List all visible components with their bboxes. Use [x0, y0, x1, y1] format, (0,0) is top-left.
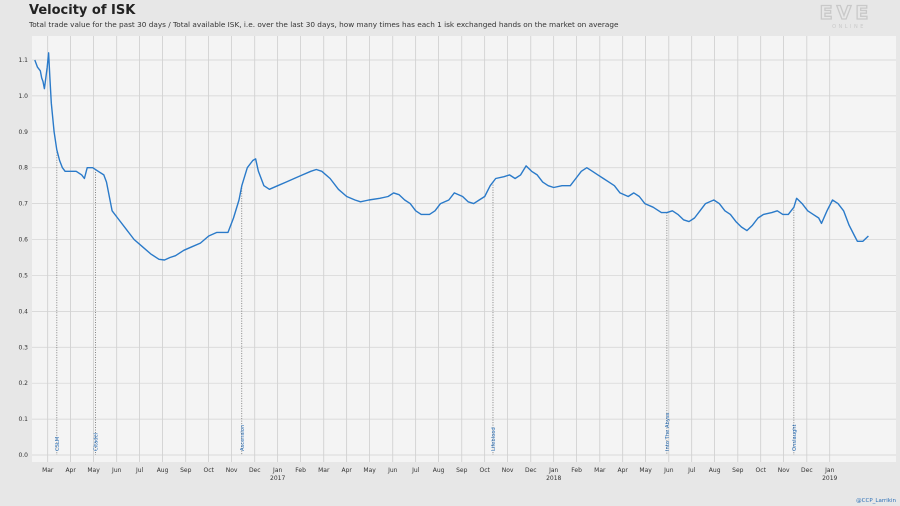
y-tick-label: 0.6 — [18, 237, 28, 244]
y-tick-label: 1.0 — [18, 93, 28, 100]
x-tick-label: Sep — [180, 467, 192, 474]
x-tick-label: Aug — [433, 467, 445, 474]
y-tick-label: 0.0 — [18, 452, 28, 459]
y-tick-label: 0.4 — [18, 308, 28, 315]
x-tick-label: Apr — [618, 467, 629, 474]
event-marker-label: Ascension — [240, 425, 246, 451]
x-tick-label: Jun — [387, 467, 398, 474]
x-tick-label: Dec — [249, 467, 261, 474]
x-tick-label: Feb — [571, 467, 582, 474]
x-tick-label: May — [363, 467, 376, 474]
x-tick-label: May — [639, 467, 652, 474]
event-marker-label: Onslaught — [792, 424, 798, 451]
chart-title: Velocity of ISK — [29, 3, 136, 18]
event-marker-label: CSLM — [55, 437, 61, 451]
y-tick-label: 0.9 — [18, 129, 28, 136]
y-tick-label: 0.5 — [18, 272, 28, 279]
x-tick-label: Jul — [135, 467, 144, 474]
x-tick-label: Sep — [456, 467, 468, 474]
y-tick-label: 0.7 — [18, 201, 28, 208]
x-tick-label: Apr — [65, 467, 76, 474]
y-tick-label: 1.1 — [18, 57, 28, 64]
x-tick-year-label: 2017 — [270, 475, 285, 482]
x-tick-year-label: 2018 — [546, 475, 561, 482]
x-tick-label: Dec — [525, 467, 537, 474]
author-credit: @CCP_Larrikin — [856, 498, 896, 504]
x-tick-label: Jan — [548, 467, 558, 474]
y-tick-label: 0.1 — [18, 416, 28, 423]
x-tick-label: Oct — [480, 467, 491, 474]
x-tick-label: Nov — [502, 467, 514, 474]
y-tick-label: 0.3 — [18, 344, 28, 351]
x-tick-label: Jan — [272, 467, 282, 474]
x-tick-year-label: 2019 — [822, 475, 837, 482]
chart-subtitle: Total trade value for the past 30 days /… — [29, 20, 619, 29]
x-tick-label: Mar — [42, 467, 54, 474]
x-tick-label: Nov — [778, 467, 790, 474]
x-tick-label: Aug — [709, 467, 721, 474]
plot-area — [32, 36, 896, 462]
x-tick-label: Nov — [226, 467, 238, 474]
x-tick-label: Sep — [732, 467, 744, 474]
x-tick-label: Feb — [295, 467, 306, 474]
x-tick-label: Mar — [594, 467, 606, 474]
x-tick-label: Jan — [824, 467, 834, 474]
x-tick-label: Jul — [687, 467, 696, 474]
x-tick-label: Jun — [111, 467, 122, 474]
event-marker-label: Citadel — [93, 433, 99, 451]
velocity-series-line — [34, 52, 869, 261]
x-tick-label: May — [87, 467, 100, 474]
event-marker-label: Into The Abyss — [665, 412, 671, 451]
x-tick-label: Aug — [157, 467, 169, 474]
x-tick-label: Oct — [203, 467, 214, 474]
x-tick-label: Jul — [411, 467, 420, 474]
y-tick-label: 0.2 — [18, 380, 28, 387]
logo-subtext: ONLINE — [832, 24, 866, 30]
x-tick-label: Dec — [801, 467, 813, 474]
event-marker-label: Lifeblood — [491, 427, 497, 451]
x-tick-label: Mar — [318, 467, 330, 474]
x-tick-label: Apr — [341, 467, 352, 474]
y-tick-label: 0.8 — [18, 165, 28, 172]
x-tick-label: Jun — [663, 467, 674, 474]
logo-wordmark: EVE — [820, 2, 873, 24]
x-tick-label: Oct — [756, 467, 767, 474]
eve-online-logo: EVE ONLINE — [819, 2, 873, 30]
